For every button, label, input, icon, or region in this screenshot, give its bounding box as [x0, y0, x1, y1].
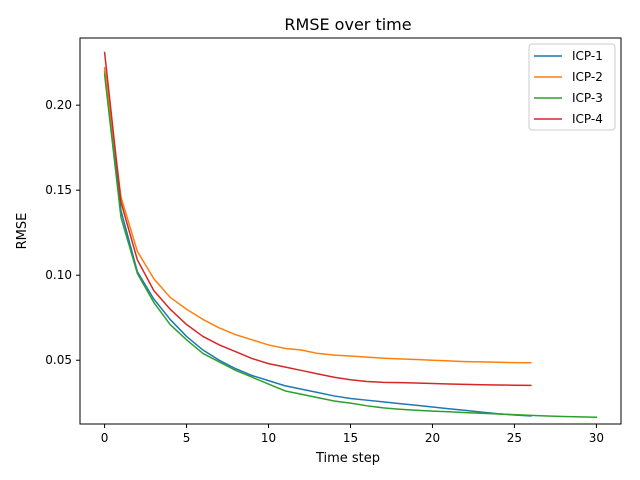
x-axis: 0 5 10 15 20 25 30	[101, 424, 604, 445]
x-axis-label: Time step	[315, 451, 380, 466]
legend-entry: ICP-3	[572, 91, 603, 105]
y-tick-label: 0.10	[45, 268, 72, 282]
y-tick-label: 0.20	[45, 98, 72, 112]
legend-entry: ICP-1	[572, 49, 603, 63]
legend: ICP-1 ICP-2 ICP-3 ICP-4	[528, 43, 616, 131]
legend-box	[528, 43, 616, 131]
x-tick-label: 20	[425, 431, 440, 445]
series-line-icp-4	[103, 51, 532, 387]
x-tick-label: 15	[343, 431, 358, 445]
legend-entry: ICP-4	[572, 112, 603, 126]
y-tick-label: 0.15	[45, 183, 72, 197]
legend-entry: ICP-2	[572, 70, 603, 84]
series-line-icp-3	[103, 73, 598, 418]
y-axis-label: RMSE	[15, 213, 30, 250]
series-line-icp-1	[103, 70, 532, 417]
x-tick-label: 5	[183, 431, 191, 445]
y-tick-label: 0.05	[45, 353, 72, 367]
plot-area	[103, 51, 598, 418]
x-tick-label: 30	[589, 431, 604, 445]
series-line-icp-2	[103, 66, 532, 364]
chart-title: RMSE over time	[284, 15, 411, 34]
x-tick-label: 25	[507, 431, 522, 445]
x-tick-label: 0	[101, 431, 109, 445]
x-tick-label: 10	[261, 431, 276, 445]
y-axis: 0.05 0.10 0.15 0.20	[45, 98, 80, 367]
